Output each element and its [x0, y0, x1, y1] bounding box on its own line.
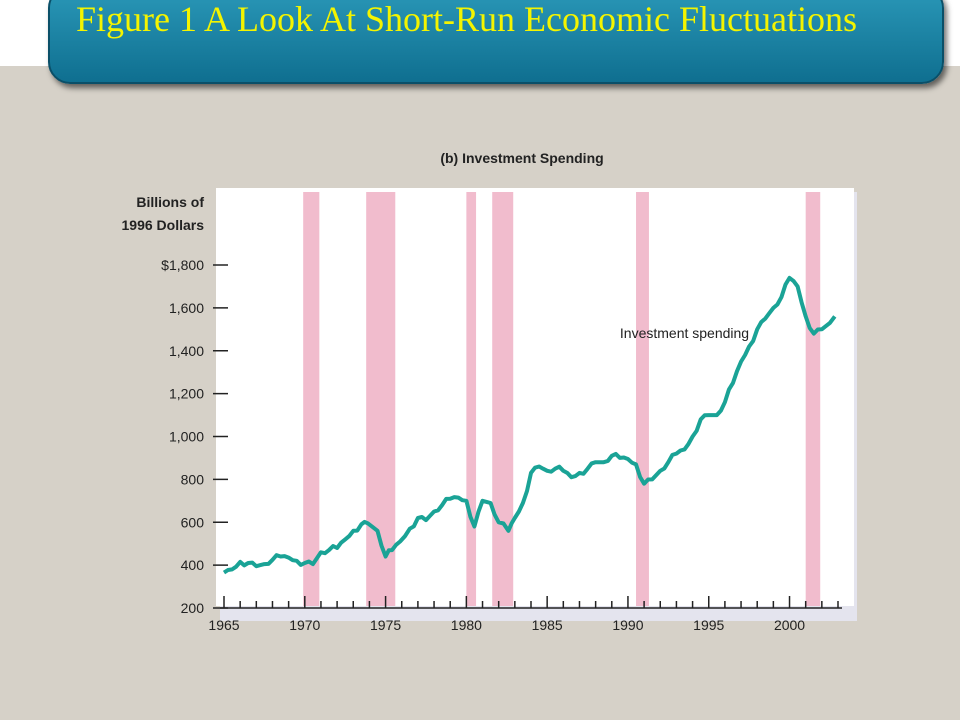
- chart-title: (b) Investment Spending: [440, 150, 603, 166]
- recession-band-4: [492, 192, 514, 606]
- x-tick-label-1985: 1985: [532, 617, 563, 633]
- y-axis-label-line2: 1996 Dollars: [122, 217, 205, 233]
- series-annotation: Investment spending: [620, 325, 749, 341]
- x-tick-label-1990: 1990: [612, 617, 643, 633]
- axes: 200 400 600 800 1,000 1,200 1,400 1,600 $1,800 19…: [161, 257, 842, 633]
- recession-band-5: [636, 192, 649, 606]
- x-tick-label-2000: 2000: [774, 617, 805, 633]
- slide-title: Figure 1 A Look At Short-Run Economic Fl…: [76, 0, 857, 39]
- investment-spending-line: [222, 275, 837, 575]
- y-tick-label-400: 400: [181, 557, 205, 573]
- title-banner: [48, 0, 944, 84]
- recession-bands: [303, 192, 821, 606]
- y-tick-label-200: 200: [181, 600, 205, 616]
- y-tick-label-1200: 1,200: [169, 386, 204, 402]
- x-tick-label-1980: 1980: [451, 617, 482, 633]
- x-tick-label-1965: 1965: [208, 617, 239, 633]
- x-tick-label-1975: 1975: [370, 617, 401, 633]
- y-axis-label-line1: Billions of: [136, 194, 204, 210]
- y-tick-label-800: 800: [181, 471, 205, 487]
- recession-band-3: [466, 192, 477, 606]
- y-tick-label-1400: 1,400: [169, 343, 204, 359]
- recession-band-1: [303, 192, 320, 606]
- y-tick-label-1000: 1,000: [169, 429, 204, 445]
- x-tick-label-1970: 1970: [289, 617, 320, 633]
- x-tick-label-1995: 1995: [693, 617, 724, 633]
- recession-band-6: [805, 192, 821, 606]
- plot-area: [216, 188, 854, 606]
- y-tick-label-1600: 1,600: [169, 300, 204, 316]
- y-tick-label-1800: $1,800: [161, 257, 204, 273]
- y-tick-label-600: 600: [181, 514, 205, 530]
